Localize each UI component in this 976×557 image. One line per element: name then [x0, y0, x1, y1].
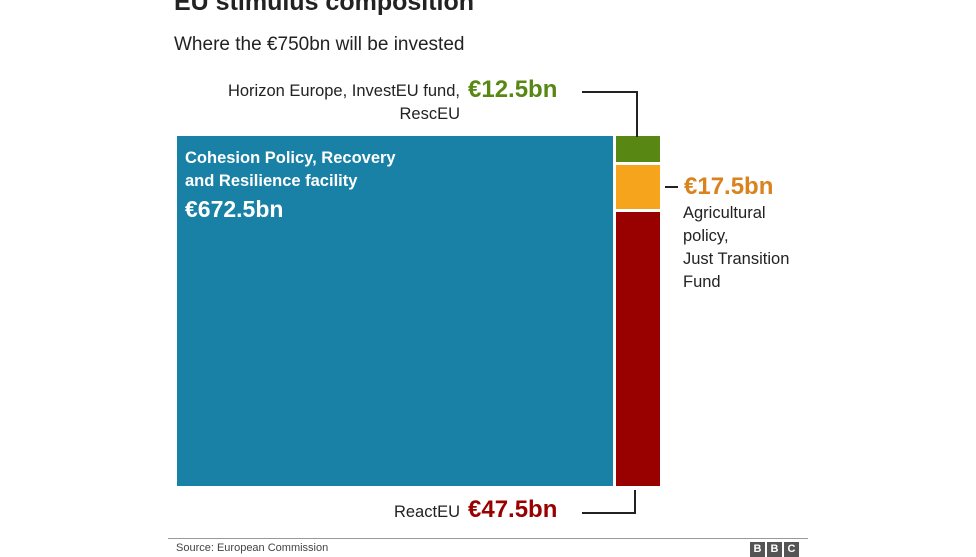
reacteu-leader-line	[582, 490, 636, 514]
agricultural-label: Agricultural policy, Just Transition Fun…	[683, 202, 823, 294]
bbc-logo-letter-2: B	[767, 542, 782, 557]
bbc-logo: B B C	[750, 542, 799, 557]
reacteu-label: ReactEU	[300, 501, 460, 524]
agricultural-leader-line	[665, 186, 678, 188]
agricultural-label-line-4: Fund	[683, 273, 721, 291]
cohesion-label-line-1: Cohesion Policy, Recovery	[185, 149, 396, 167]
agricultural-label-line-2: policy,	[683, 227, 729, 245]
reacteu-value: €47.5bn	[468, 496, 558, 523]
agricultural-label-line-1: Agricultural	[683, 204, 766, 222]
reacteu-block	[616, 212, 660, 486]
horizon-label-line-1: Horizon Europe, InvestEU fund,	[227, 82, 460, 100]
source-note: Source: European Commission	[176, 542, 329, 554]
cohesion-label: Cohesion Policy, Recovery and Resilience…	[185, 147, 485, 193]
agricultural-value: €17.5bn	[684, 173, 774, 200]
agricultural-label-line-3: Just Transition	[683, 250, 790, 268]
horizon-label: Horizon Europe, InvestEU fund, RescEU	[190, 80, 460, 126]
horizon-label-line-2: RescEU	[399, 105, 460, 123]
cohesion-label-line-2: and Resilience facility	[185, 172, 358, 190]
cohesion-value: €672.5bn	[185, 196, 284, 222]
chart-subtitle: Where the €750bn will be invested	[174, 34, 465, 55]
bbc-logo-letter-3: C	[784, 542, 799, 557]
horizon-block	[616, 136, 660, 162]
chart-title: EU stimulus composition	[174, 0, 475, 16]
horizon-leader-line	[582, 91, 638, 137]
reacteu-label-line-1: ReactEU	[393, 503, 460, 521]
cohesion-block	[177, 136, 613, 486]
footer-divider	[168, 538, 808, 539]
horizon-value: €12.5bn	[468, 76, 558, 103]
agricultural-block	[616, 165, 660, 209]
bbc-logo-letter-1: B	[750, 542, 765, 557]
